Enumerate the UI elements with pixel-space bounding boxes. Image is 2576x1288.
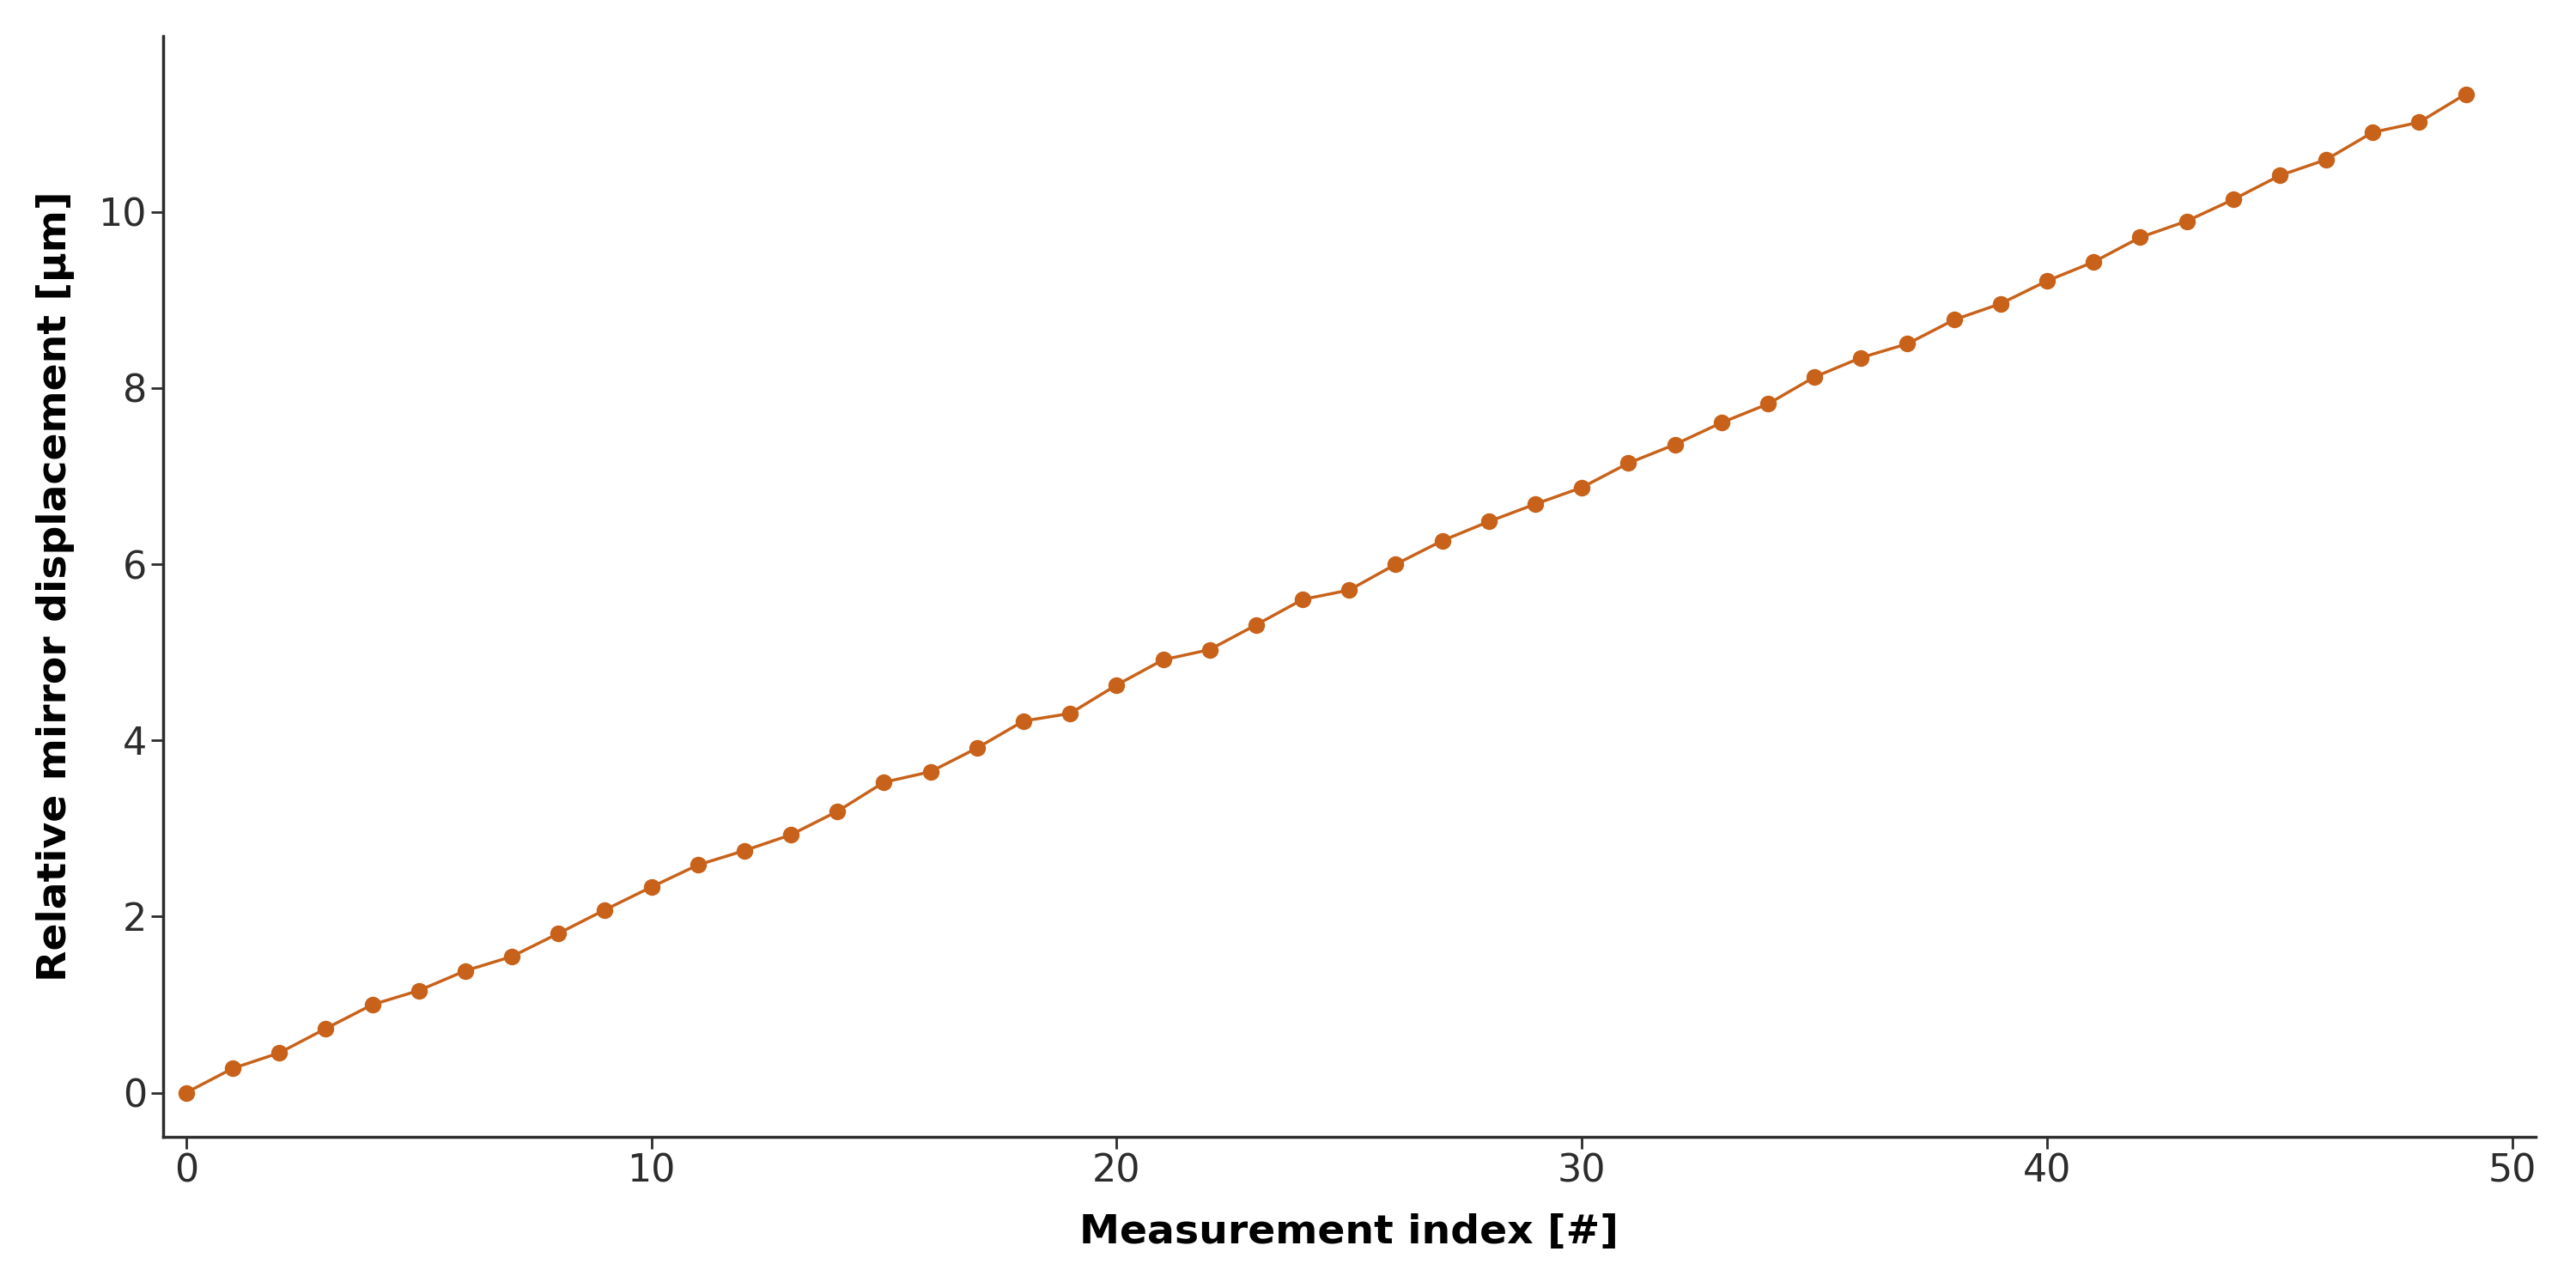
X-axis label: Measurement index [#]: Measurement index [#] bbox=[1079, 1213, 1618, 1252]
Y-axis label: Relative mirror displacement [µm]: Relative mirror displacement [µm] bbox=[36, 191, 75, 981]
